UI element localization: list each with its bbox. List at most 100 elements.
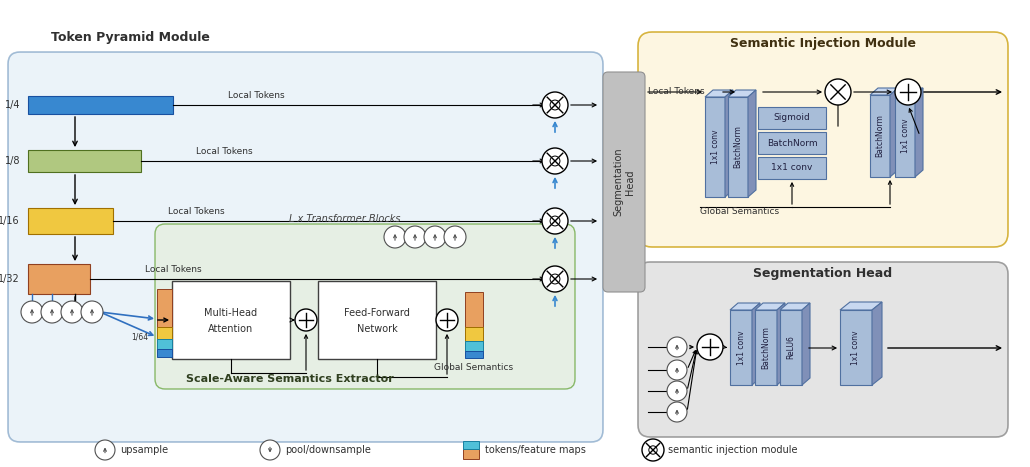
Polygon shape [802,303,810,385]
Circle shape [667,337,687,357]
Text: pool/downsample: pool/downsample [285,445,371,455]
Text: Sigmoid: Sigmoid [774,113,811,122]
Text: Global Semantics: Global Semantics [435,362,514,372]
Polygon shape [870,88,898,95]
Bar [465,351,483,358]
Bar [157,349,172,357]
Bar [758,157,826,179]
Bar [705,97,725,197]
Circle shape [41,301,63,323]
Polygon shape [752,303,760,385]
Text: Local Tokens: Local Tokens [145,266,202,275]
Text: Multi-Head: Multi-Head [204,308,258,318]
Text: ReLU6: ReLU6 [787,336,795,360]
Circle shape [81,301,103,323]
Circle shape [542,92,568,118]
Circle shape [295,309,317,331]
Circle shape [667,381,687,401]
Polygon shape [895,88,923,95]
Circle shape [542,266,568,292]
Bar [28,96,173,114]
Circle shape [697,334,723,360]
Text: Local Tokens: Local Tokens [168,207,225,217]
FancyBboxPatch shape [8,52,603,442]
Text: Local Tokens: Local Tokens [196,148,252,156]
Text: Segmentation
Head: Segmentation Head [613,148,634,216]
Bar [172,281,290,359]
Circle shape [667,360,687,380]
Bar [870,95,890,177]
Circle shape [61,301,83,323]
Polygon shape [748,90,756,197]
Text: 1/4: 1/4 [4,100,20,110]
Bar [28,208,113,234]
Bar [758,107,826,129]
Polygon shape [725,90,733,197]
Text: BatchNorm: BatchNorm [876,114,885,157]
Circle shape [424,226,446,248]
Polygon shape [777,303,785,385]
Text: Local Tokens: Local Tokens [228,92,284,100]
Circle shape [95,440,115,460]
Text: Global Semantics: Global Semantics [700,207,779,217]
Text: tokens/feature maps: tokens/feature maps [485,445,586,455]
Text: 1x1 conv: 1x1 conv [736,330,746,365]
Circle shape [642,439,664,461]
Circle shape [404,226,426,248]
Text: Scale-Aware Semantics Extractor: Scale-Aware Semantics Extractor [186,374,393,384]
Text: BatchNorm: BatchNorm [766,139,818,148]
Circle shape [542,208,568,234]
FancyBboxPatch shape [638,262,1008,437]
Circle shape [444,226,466,248]
Polygon shape [890,88,898,177]
Polygon shape [780,303,810,310]
Text: Segmentation Head: Segmentation Head [753,268,893,281]
Polygon shape [728,90,756,97]
Polygon shape [872,302,882,385]
Text: L x Transformer Blocks: L x Transformer Blocks [289,214,401,224]
Circle shape [260,440,280,460]
FancyBboxPatch shape [154,224,575,389]
Text: upsample: upsample [121,445,168,455]
Polygon shape [915,88,923,177]
Bar [730,310,752,385]
Bar [157,327,172,339]
Bar [465,292,483,327]
Text: BatchNorm: BatchNorm [761,326,770,369]
Bar [465,327,483,341]
Text: Token Pyramid Module: Token Pyramid Module [50,30,209,43]
Bar [318,281,436,359]
Circle shape [825,79,851,105]
Text: 1/32: 1/32 [0,274,20,284]
Bar [728,97,748,197]
Circle shape [21,301,43,323]
FancyBboxPatch shape [638,32,1008,247]
Circle shape [895,79,921,105]
Circle shape [542,148,568,174]
Text: semantic injection module: semantic injection module [668,445,797,455]
Bar [157,339,172,349]
Bar [157,289,172,327]
Bar [840,310,872,385]
Text: BatchNorm: BatchNorm [733,126,743,169]
Circle shape [436,309,458,331]
Bar [464,441,479,449]
Bar [895,95,915,177]
Bar [465,341,483,351]
FancyBboxPatch shape [603,72,645,292]
Bar [28,150,141,172]
Text: 1/16: 1/16 [0,216,20,226]
Circle shape [384,226,406,248]
Text: 1x1 conv: 1x1 conv [711,130,720,164]
Text: Semantic Injection Module: Semantic Injection Module [730,37,916,50]
Text: Network: Network [356,324,398,334]
Bar [28,264,90,294]
Bar [464,449,479,459]
Text: 1/8: 1/8 [4,156,20,166]
Text: 1x1 conv: 1x1 conv [771,163,813,172]
Text: 1x1 conv: 1x1 conv [852,330,860,365]
Polygon shape [755,303,785,310]
Text: Attention: Attention [208,324,253,334]
Bar [758,132,826,154]
Text: Local Tokens: Local Tokens [648,87,705,97]
